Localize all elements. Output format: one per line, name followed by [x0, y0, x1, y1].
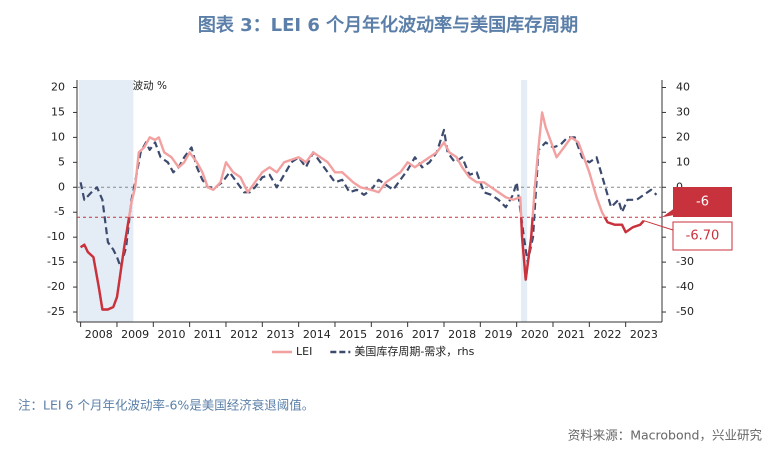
x-tick-label: 2009: [121, 328, 149, 341]
x-tick-label: 2011: [194, 328, 222, 341]
y2-tick-label: 0: [676, 180, 683, 193]
x-tick-label: 2015: [339, 328, 367, 341]
x-tick-label: 2013: [266, 328, 294, 341]
y-tick-label: -5: [54, 205, 65, 218]
legend-label: LEI: [296, 345, 312, 358]
y-tick-label: -10: [47, 230, 65, 243]
legend-label: 美国库存周期-需求，rhs: [354, 344, 474, 358]
y2-tick-label: -50: [676, 305, 694, 318]
note: 注：LEI 6 个月年化波动率-6%是美国经济衰退阈值。: [18, 398, 314, 413]
y2-tick-label: 20: [676, 130, 690, 143]
y2-tick-label: -30: [676, 255, 694, 268]
y-tick-label: 15: [51, 105, 65, 118]
threshold-box: [673, 187, 732, 217]
y-tick-label: -25: [47, 305, 65, 318]
x-tick-label: 2018: [448, 328, 476, 341]
x-tick-label: 2010: [157, 328, 185, 341]
recession-band: [78, 80, 134, 322]
chart-title: 图表 3：LEI 6 个月年化波动率与美国库存周期: [198, 14, 578, 36]
recession-band: [521, 80, 528, 322]
threshold-label: -6: [696, 195, 709, 210]
y2-tick-label: 10: [676, 155, 690, 168]
x-tick-label: 2008: [85, 328, 113, 341]
y-tick-label: 10: [51, 130, 65, 143]
x-tick-label: 2014: [303, 328, 331, 341]
x-tick-label: 2021: [557, 328, 585, 341]
y-tick-label: -20: [47, 280, 65, 293]
y-tick-label: 20: [51, 80, 65, 93]
series-line: [79, 128, 658, 269]
x-tick-label: 2017: [412, 328, 440, 341]
end-pointer: [643, 220, 674, 238]
series-line: [79, 111, 645, 311]
threshold-pointer: [662, 209, 673, 218]
source: 资料来源：Macrobond，兴业研究: [568, 428, 763, 443]
x-tick-label: 2012: [230, 328, 258, 341]
x-tick-label: 2023: [630, 328, 658, 341]
x-tick-label: 2016: [375, 328, 403, 341]
x-tick-label: 2022: [593, 328, 621, 341]
series-line-below-threshold: [79, 217, 645, 311]
y2-tick-label: 40: [676, 80, 690, 93]
y-tick-label: 0: [58, 180, 65, 193]
y-tick-label: -15: [47, 255, 65, 268]
x-tick-label: 2020: [521, 328, 549, 341]
end-label: -6.70: [686, 229, 720, 244]
y-tick-label: 5: [58, 155, 65, 168]
x-tick-label: 2019: [484, 328, 512, 341]
end-box: [672, 221, 733, 251]
y2-tick-label: 30: [676, 105, 690, 118]
y2-tick-label: -40: [676, 280, 694, 293]
